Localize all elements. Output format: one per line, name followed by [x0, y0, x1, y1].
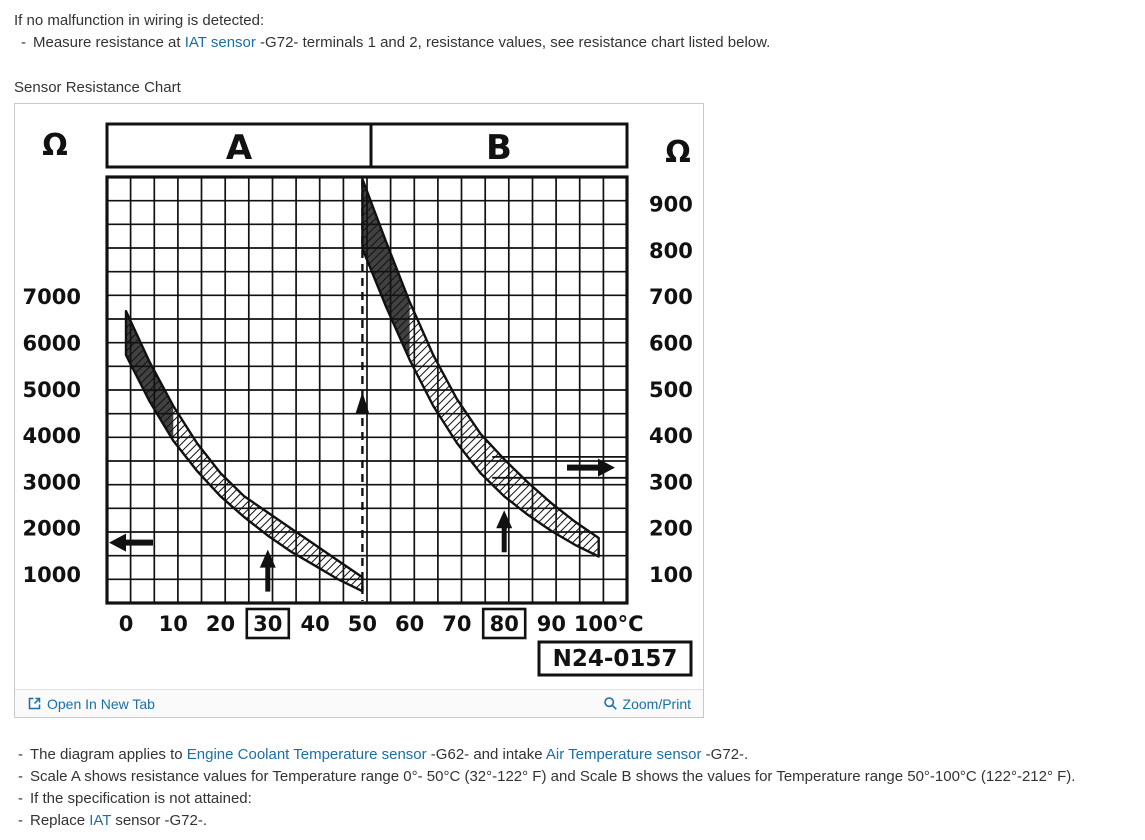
left-axis-tick: 6000 [23, 332, 81, 356]
measure-instruction: - Measure resistance at IAT sensor -G72-… [14, 32, 1131, 54]
x-axis-tick: 50 [348, 612, 377, 636]
right-axis-tick: 700 [649, 285, 693, 309]
right-axis-tick: 600 [649, 332, 693, 356]
text-segment: sensor -G72-. [111, 812, 208, 829]
chart-panel: A B Ω Ω 7000 6000 5000 4000 3000 2000 1000 900 800 70… [14, 103, 704, 718]
zoom-print-link[interactable]: Zoom/Print [603, 696, 691, 712]
left-axis-tick: 1000 [23, 563, 81, 587]
open-in-new-tab-icon [27, 696, 42, 711]
panel-footer: Open In New Tab Zoom/Print [15, 689, 703, 717]
bullet-dash: - [21, 34, 26, 51]
up-arrow-30c [259, 549, 276, 592]
grid [105, 175, 629, 605]
left-axis-tick: 7000 [23, 285, 81, 309]
bullet-dash: - [18, 746, 23, 763]
band-B [361, 177, 600, 558]
measure-instruction-text: Measure resistance at IAT sensor -G72- t… [33, 32, 770, 54]
right-arrow [567, 458, 615, 477]
right-axis-tick: 200 [649, 517, 693, 541]
band-B-dark-tip [362, 179, 410, 360]
intro-text: If no malfunction in wiring is detected: [14, 12, 265, 29]
text-segment: The diagram applies to [30, 746, 187, 763]
x-axis-tick: 70 [442, 612, 471, 636]
left-axis-tick: 4000 [23, 424, 81, 448]
note-diagram-applies: - The diagram applies to Engine Coolant … [14, 744, 1131, 766]
up-arrowhead-50c [355, 392, 370, 414]
magnifier-icon [603, 696, 618, 711]
band-A [124, 309, 364, 593]
x-axis-tick: 80 [490, 612, 519, 636]
text-segment: Replace [30, 812, 90, 829]
left-arrow [109, 533, 153, 552]
x-axis-tick: 0 [119, 612, 134, 636]
text-segment: Measure resistance at [33, 34, 185, 51]
x-axis-tick: 20 [206, 612, 235, 636]
boxed-tick [481, 607, 527, 640]
text-segment: -G72- terminals 1 and 2, resistance valu… [255, 34, 771, 51]
ect-sensor-link[interactable]: Engine Coolant Temperature sensor [186, 746, 427, 763]
sensor-resistance-chart: A B Ω Ω 7000 6000 5000 4000 3000 2000 1000 900 800 70… [15, 104, 703, 689]
left-axis-tick: 3000 [23, 470, 81, 494]
right-axis-tick: 300 [649, 470, 693, 494]
open-in-new-tab-link[interactable]: Open In New Tab [27, 696, 155, 712]
text-segment: -G72-. [701, 746, 749, 763]
note-text: If the specification is not attained: [30, 790, 252, 807]
left-axis-tick: 5000 [23, 378, 81, 402]
boxed-tick [245, 607, 291, 640]
left-axis-tick: 2000 [23, 517, 81, 541]
scale-header [105, 122, 629, 169]
x-axis-tick: 90 [537, 612, 566, 636]
note-scale-ranges: - Scale A shows resistance values for Te… [14, 766, 1131, 788]
right-axis-tick: 400 [649, 424, 693, 448]
text-segment: -G62- and intake [426, 746, 546, 763]
resistance-chart-svg: A BΩ Ω700060005000400030002000100090080070… [23, 122, 693, 677]
scale-a-label: A [226, 128, 253, 168]
right-axis-tick: 800 [649, 239, 693, 263]
x-axis-tick: 100°C [574, 612, 644, 636]
figure-number-text: N24-0157 [553, 646, 678, 672]
notes-list: - The diagram applies to Engine Coolant … [14, 744, 1131, 832]
bullet-dash: - [18, 812, 23, 829]
note-text: The diagram applies to Engine Coolant Te… [30, 744, 748, 766]
x-axis-tick: 60 [395, 612, 424, 636]
scale-b-label: B [486, 128, 512, 168]
up-arrow-80c [496, 510, 513, 553]
x-axis-tick: 10 [159, 612, 188, 636]
figure-number: N24-0157 [537, 640, 693, 677]
iat-link[interactable]: IAT [89, 812, 112, 829]
open-in-new-tab-label: Open In New Tab [47, 695, 155, 712]
air-temp-sensor-link[interactable]: Air Temperature sensor [545, 746, 702, 763]
right-axis-tick: 100 [649, 563, 693, 587]
iat-sensor-link[interactable]: IAT sensor [184, 34, 256, 51]
left-axis-unit-omega: Ω [42, 128, 68, 163]
note-text: Replace IAT sensor -G72-. [30, 810, 207, 832]
note-replace-sensor: - Replace IAT sensor -G72-. [14, 810, 1131, 832]
chart-title: Sensor Resistance Chart [14, 79, 181, 96]
band-A-dark-tip [126, 311, 174, 441]
note-spec-not-attained: - If the specification is not attained: [14, 788, 1131, 810]
right-axis-unit-omega: Ω [665, 135, 691, 170]
zoom-print-label: Zoom/Print [622, 695, 691, 712]
bullet-dash: - [18, 790, 23, 807]
x-axis-tick: 30 [253, 612, 282, 636]
right-axis-tick: 900 [649, 193, 693, 217]
bullet-dash: - [18, 768, 23, 785]
x-axis-tick: 40 [300, 612, 329, 636]
right-axis-tick: 500 [649, 378, 693, 402]
note-text: Scale A shows resistance values for Temp… [30, 768, 1076, 785]
